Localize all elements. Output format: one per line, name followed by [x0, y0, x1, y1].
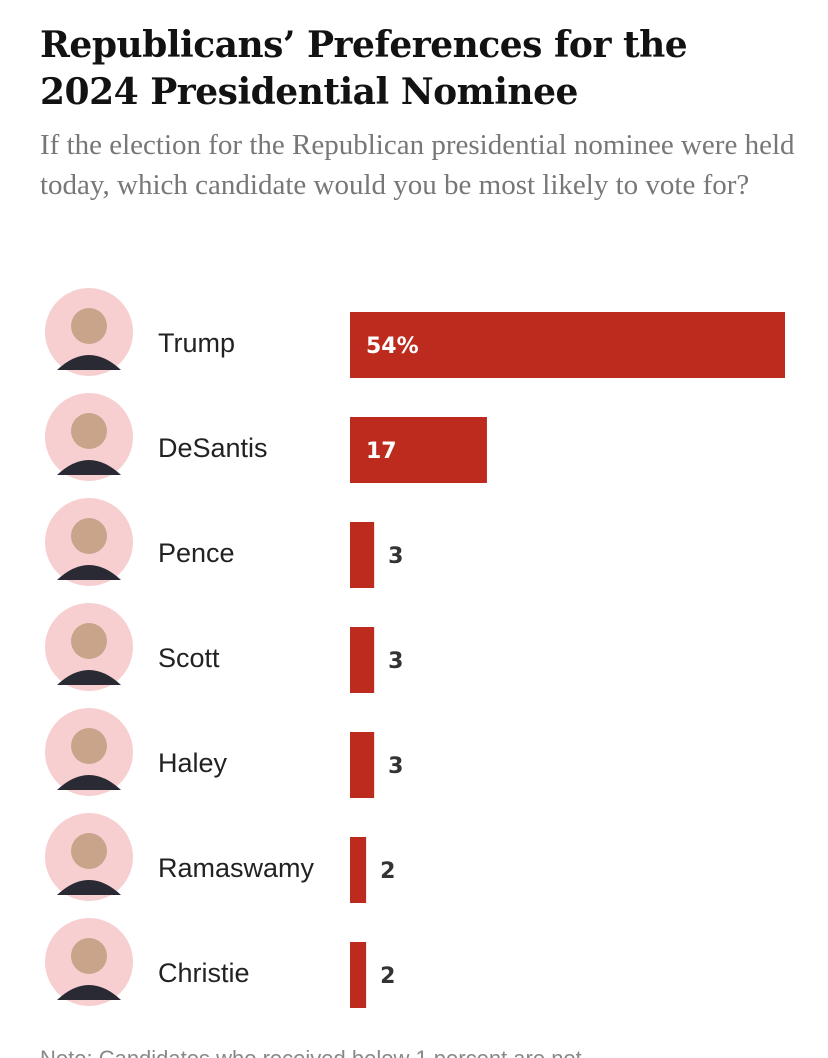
- avatar: [45, 603, 133, 691]
- avatar-body: [57, 985, 121, 1000]
- avatar: [45, 393, 133, 481]
- bar: [350, 732, 375, 798]
- avatar: [45, 918, 133, 1006]
- category-label: Haley: [158, 748, 228, 778]
- bar: [350, 417, 487, 483]
- avatar-head: [71, 308, 107, 344]
- avatar: [45, 708, 133, 796]
- avatar: [45, 288, 133, 376]
- bar: [350, 627, 375, 693]
- avatar-head: [71, 728, 107, 764]
- avatar-head: [71, 518, 107, 554]
- avatar-body: [57, 355, 121, 370]
- bar: [350, 522, 375, 588]
- category-label: DeSantis: [158, 433, 268, 463]
- note: Note: Candidates who received below 1 pe…: [40, 1046, 582, 1058]
- bar: [350, 312, 785, 378]
- bar: [350, 837, 367, 903]
- category-label: Pence: [158, 538, 235, 568]
- value-label: 2: [380, 859, 395, 884]
- category-label: Christie: [158, 958, 250, 988]
- category-label: Trump: [158, 328, 235, 358]
- avatar-body: [57, 880, 121, 895]
- avatar-body: [57, 775, 121, 790]
- avatar: [45, 498, 133, 586]
- avatar: [45, 813, 133, 901]
- avatar-body: [57, 670, 121, 685]
- value-label: 2: [380, 964, 395, 989]
- avatar-head: [71, 413, 107, 449]
- bar: [350, 942, 367, 1008]
- avatar-body: [57, 565, 121, 580]
- value-label: 3: [388, 544, 403, 569]
- avatar-head: [71, 938, 107, 974]
- chart-subtitle: If the election for the Republican presi…: [40, 129, 795, 201]
- value-label: 3: [388, 649, 403, 674]
- value-label: 17: [366, 439, 397, 464]
- chart-title: Republicans’ Preferences for the 2024 Pr…: [40, 24, 688, 113]
- avatar-body: [57, 460, 121, 475]
- value-label: 3: [388, 754, 403, 779]
- category-label: Scott: [158, 643, 220, 673]
- avatar-head: [71, 623, 107, 659]
- value-label: 54%: [366, 334, 419, 359]
- category-label: Ramaswamy: [158, 853, 315, 883]
- avatar-head: [71, 833, 107, 869]
